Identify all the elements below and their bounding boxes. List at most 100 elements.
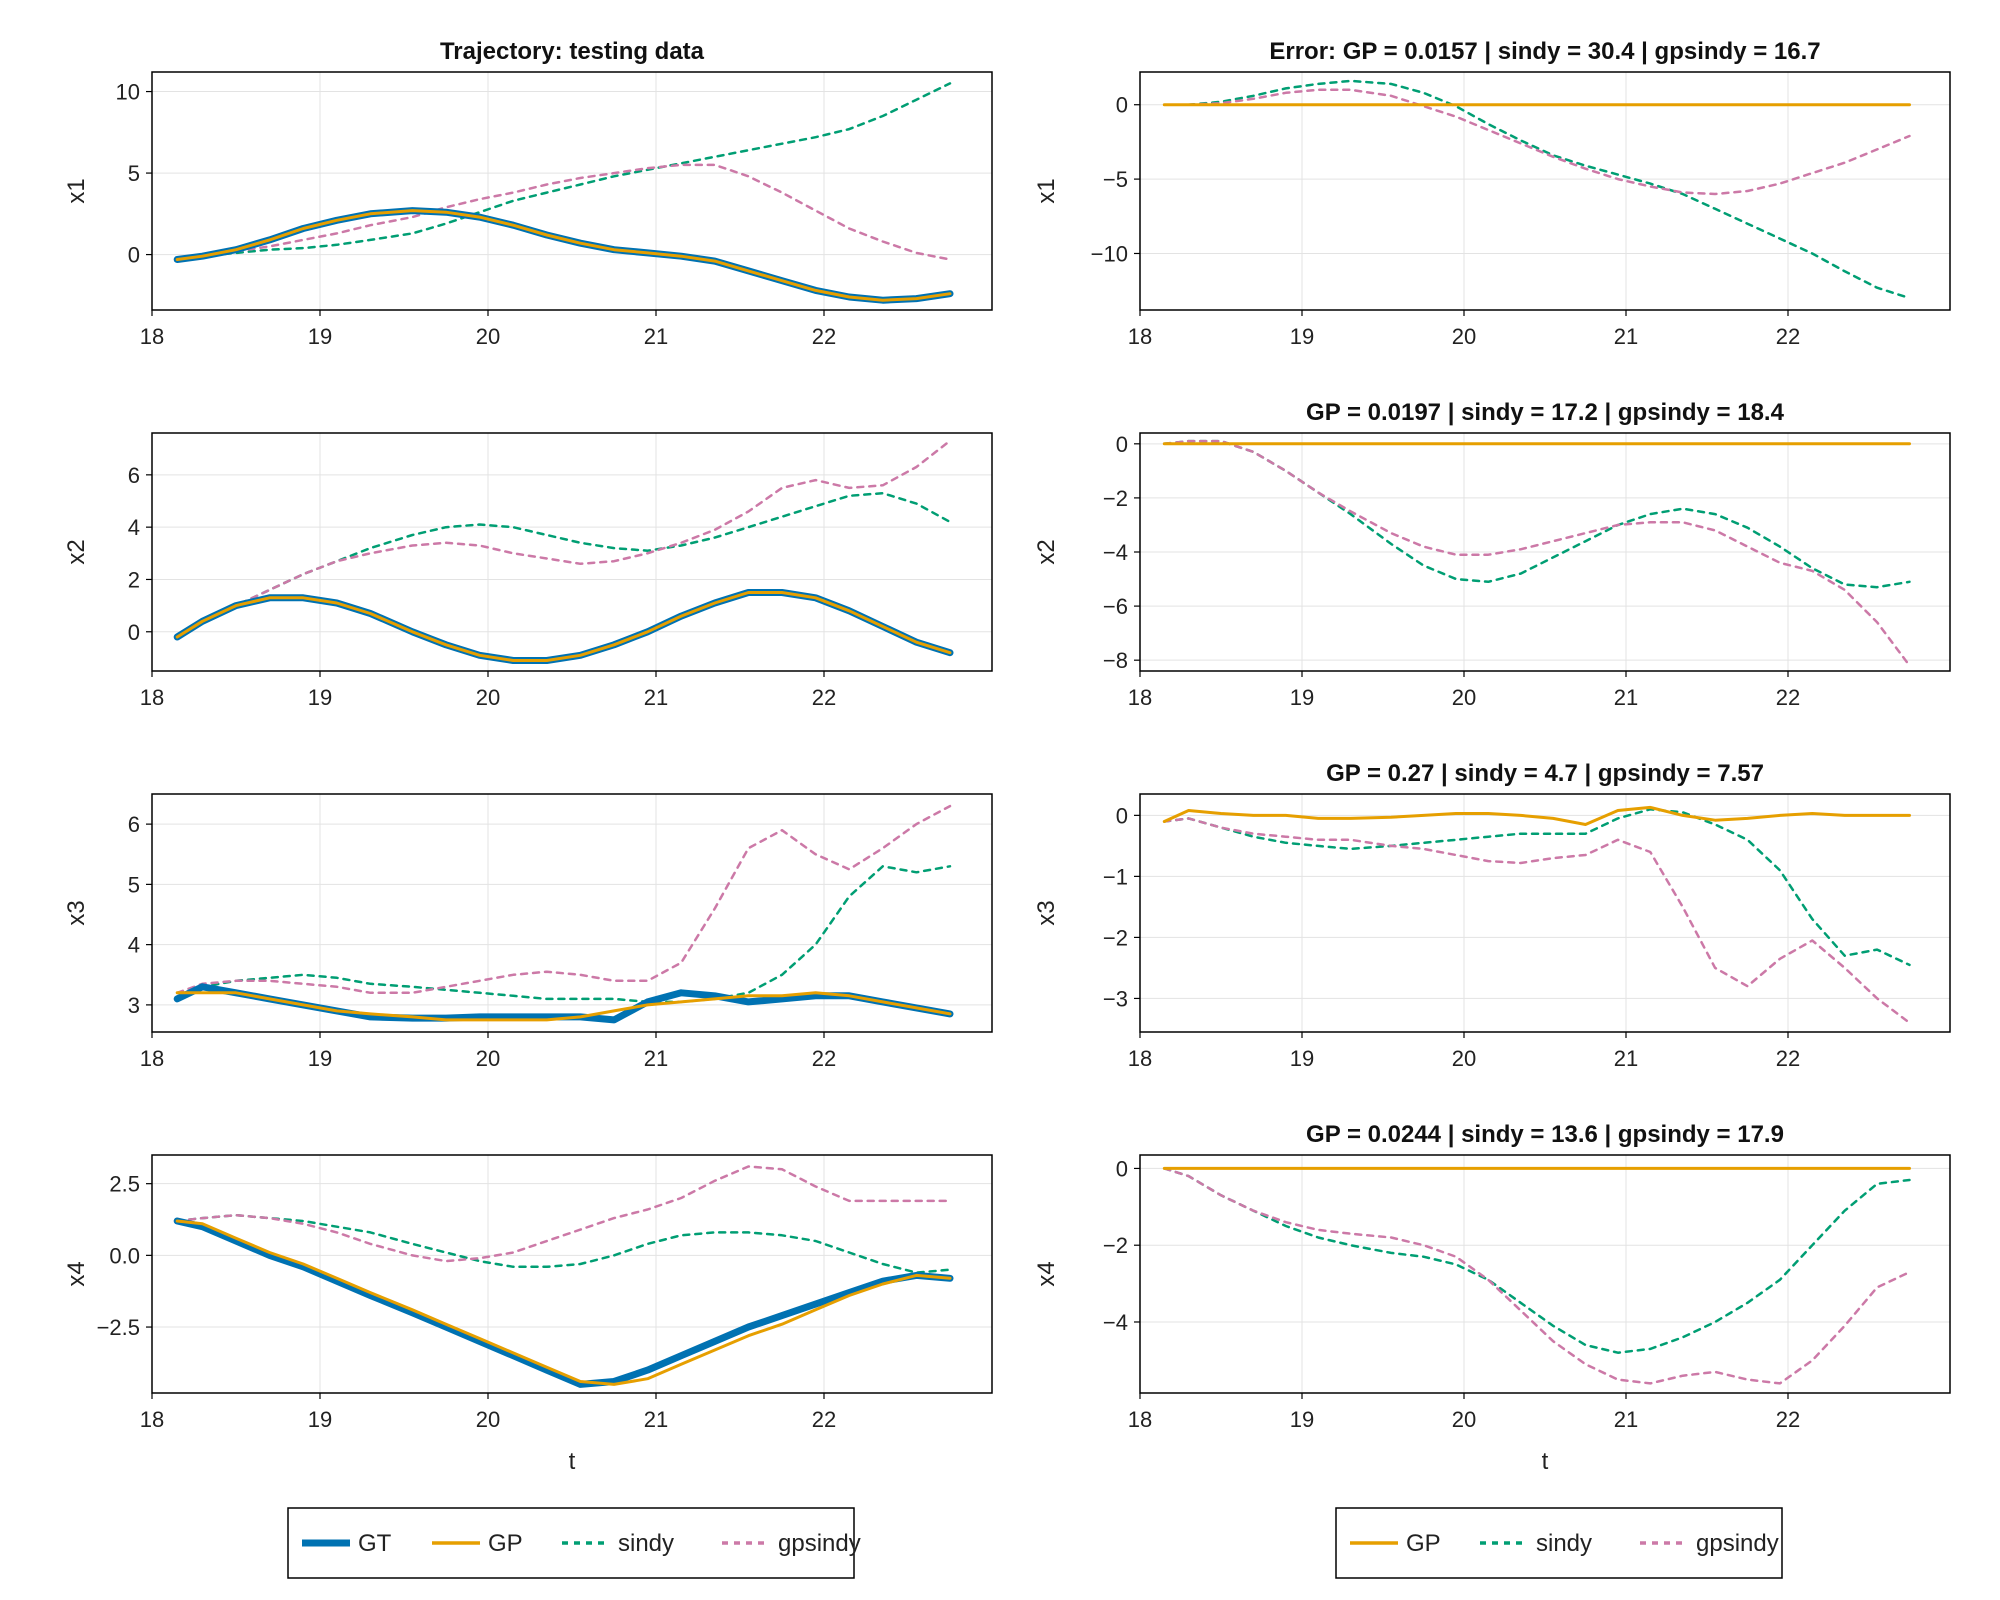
plot-frame [1139, 71, 1951, 311]
y-tick-label: 2.5 [109, 1172, 140, 1197]
legend-label-sindy: sindy [618, 1530, 674, 1557]
legend-label-gpsindy: gpsindy [1696, 1530, 1779, 1557]
series-line-GP [1162, 805, 1911, 826]
plot-frame [151, 793, 993, 1033]
series-line-sindy [175, 1213, 952, 1274]
x-tick-label: 18 [1128, 1046, 1152, 1071]
x-tick-label: 18 [1128, 1407, 1152, 1432]
x-tick-label: 18 [140, 324, 164, 349]
x-tick-label: 19 [1290, 1046, 1314, 1071]
series-line-GT [173, 589, 954, 664]
x-tick-label: 20 [476, 324, 500, 349]
series-line-sindy [1163, 79, 1911, 300]
series-line-sindy [175, 491, 952, 639]
legend-label-sindy: sindy [1536, 1530, 1592, 1557]
x-tick-label: 18 [1128, 685, 1152, 710]
x-tick-label: 22 [812, 685, 836, 710]
x-tick-label: 22 [812, 1046, 836, 1071]
legend-trajectory: GT GP sindy gpsindy [287, 1507, 861, 1579]
series-line-gpsindy [1163, 817, 1911, 1025]
y-tick-label: −1 [1103, 864, 1128, 889]
x-tick-label: 20 [476, 1046, 500, 1071]
x-tick-label: 21 [644, 1407, 668, 1432]
y-tick-label: 0 [128, 620, 140, 645]
y-tick-label: −2 [1103, 486, 1128, 511]
panel-x3-error: 18 19 20 21 22 0 −1 −2 −3 x3 GP = 0.27 | sindy = 4… [1033, 760, 1951, 1071]
chart-title: GP = 0.0244 | sindy = 13.6 | gpsindy = 1… [1306, 1121, 1784, 1148]
y-tick-label: −2.5 [97, 1315, 140, 1340]
series-group [173, 82, 954, 304]
y-tick-label: −5 [1103, 167, 1128, 192]
series-group [173, 439, 954, 664]
x-tick-label: 21 [1614, 1407, 1638, 1432]
plot-frame [151, 71, 993, 311]
y-tick-label: 0 [1116, 803, 1128, 828]
chart-title: Trajectory: testing data [440, 38, 705, 65]
y-tick-label: 6 [128, 463, 140, 488]
series-line-gpsindy [1163, 439, 1911, 667]
x-tick-label: 22 [1776, 324, 1800, 349]
series-line-GP [175, 1219, 952, 1386]
y-tick-label: −3 [1103, 986, 1128, 1011]
series-line-gpsindy [175, 439, 952, 639]
panel-x3-trajectory: 18 19 20 21 22 3 4 5 6 x3 [63, 793, 993, 1071]
series-group [173, 1165, 954, 1388]
x-tick-label: 18 [140, 1407, 164, 1432]
x-tick-label: 19 [308, 1046, 332, 1071]
series-line-gpsindy [1163, 1167, 1911, 1385]
x-tick-label: 22 [1776, 685, 1800, 710]
y-tick-label: −2 [1103, 925, 1128, 950]
x-tick-label: 22 [1776, 1407, 1800, 1432]
y-tick-label: −10 [1091, 241, 1128, 266]
y-tick-label: 0 [1116, 93, 1128, 118]
chart-title: GP = 0.27 | sindy = 4.7 | gpsindy = 7.57 [1326, 760, 1764, 787]
x-tick-label: 21 [1614, 324, 1638, 349]
y-tick-label: −6 [1103, 594, 1128, 619]
series-line-sindy [1163, 1167, 1911, 1354]
y-tick-label: 3 [128, 993, 140, 1018]
y-axis-label: x1 [63, 178, 90, 203]
x-tick-label: 21 [644, 1046, 668, 1071]
x-tick-label: 21 [644, 685, 668, 710]
series-group [173, 804, 954, 1024]
panel-x4-error: 18 19 20 21 22 0 −2 −4 x4 t GP = 0.0244 | sindy = … [1033, 1121, 1951, 1475]
series-line-sindy [1163, 439, 1911, 589]
plot-frame [1139, 793, 1951, 1033]
y-tick-label: 2 [128, 567, 140, 592]
series-line-gpsindy [1163, 88, 1911, 196]
x-tick-label: 19 [1290, 324, 1314, 349]
series-line-GP [175, 991, 952, 1022]
x-tick-label: 19 [308, 685, 332, 710]
y-axis-label: x2 [63, 539, 90, 564]
y-tick-label: 5 [128, 872, 140, 897]
y-tick-label: 0 [1116, 432, 1128, 457]
y-tick-label: 0 [1116, 1156, 1128, 1181]
y-axis-label: x1 [1033, 178, 1060, 203]
plot-frame [1139, 1154, 1951, 1394]
y-axis-label: x3 [63, 900, 90, 925]
series-line-sindy [175, 865, 952, 1004]
x-tick-label: 19 [1290, 1407, 1314, 1432]
x-tick-label: 22 [812, 1407, 836, 1432]
series-group [1162, 439, 1911, 667]
series-line-gpsindy [175, 1165, 952, 1263]
panel-x1-trajectory: 18 19 20 21 22 0 5 10 x1 Trajectory: testing data [63, 38, 993, 349]
x-tick-label: 22 [1776, 1046, 1800, 1071]
series-line-GT [173, 1217, 954, 1388]
series-line-GT [173, 207, 954, 304]
y-axis-label: x4 [63, 1261, 90, 1286]
x-tick-label: 18 [140, 685, 164, 710]
chart-title: Error: GP = 0.0157 | sindy = 30.4 | gpsi… [1269, 38, 1820, 65]
series-line-GP [175, 209, 952, 302]
series-line-gpsindy [175, 804, 952, 995]
panel-x2-trajectory: 18 19 20 21 22 0 2 4 6 x2 [63, 432, 993, 710]
x-tick-label: 19 [308, 324, 332, 349]
legend-error: GP sindy gpsindy [1335, 1507, 1783, 1579]
x-tick-label: 22 [812, 324, 836, 349]
legend-label-GP: GP [488, 1530, 523, 1557]
panel-x1-error: 18 19 20 21 22 0 −5 −10 x1 Error: GP = 0.0157 | s… [1033, 38, 1951, 349]
y-tick-label: 4 [128, 933, 140, 958]
y-tick-label: 10 [116, 80, 140, 105]
y-axis-label: x3 [1033, 900, 1060, 925]
